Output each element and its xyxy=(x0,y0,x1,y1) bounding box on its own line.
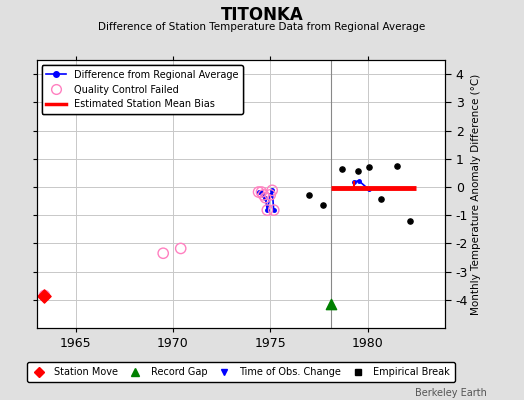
Quality Control Failed xyxy=(263,207,271,213)
Point xyxy=(365,164,374,170)
Quality Control Failed xyxy=(159,250,167,256)
Difference from Regional Average xyxy=(260,192,267,197)
Estimated Station Mean Bias xyxy=(328,186,334,191)
Difference from Regional Average xyxy=(258,190,265,194)
Estimated Station Mean Bias xyxy=(413,186,419,191)
Legend: Difference from Regional Average, Quality Control Failed, Estimated Station Mean: Difference from Regional Average, Qualit… xyxy=(41,65,243,114)
Point xyxy=(377,196,385,202)
Point xyxy=(305,192,313,198)
Difference from Regional Average xyxy=(267,192,274,197)
Y-axis label: Monthly Temperature Anomaly Difference (°C): Monthly Temperature Anomaly Difference (… xyxy=(471,73,481,315)
Difference from Regional Average xyxy=(255,190,261,194)
Text: Berkeley Earth: Berkeley Earth xyxy=(416,388,487,398)
Point xyxy=(326,301,335,307)
Point xyxy=(392,162,401,169)
Point xyxy=(406,218,414,224)
Difference from Regional Average xyxy=(269,188,275,193)
Quality Control Failed xyxy=(266,192,275,198)
Difference from Regional Average xyxy=(264,208,270,212)
Point xyxy=(319,202,327,208)
Text: TITONKA: TITONKA xyxy=(221,6,303,24)
Quality Control Failed xyxy=(40,292,49,299)
Legend: Station Move, Record Gap, Time of Obs. Change, Empirical Break: Station Move, Record Gap, Time of Obs. C… xyxy=(27,362,455,382)
Quality Control Failed xyxy=(269,207,278,213)
Quality Control Failed xyxy=(268,187,276,194)
Quality Control Failed xyxy=(257,189,266,195)
Line: Difference from Regional Average: Difference from Regional Average xyxy=(257,188,276,212)
Point xyxy=(354,168,362,175)
Difference from Regional Average xyxy=(262,195,268,200)
Difference from Regional Average xyxy=(270,208,277,212)
Quality Control Failed xyxy=(261,194,269,201)
Point xyxy=(338,166,346,173)
Point xyxy=(40,292,49,299)
Quality Control Failed xyxy=(259,192,268,198)
Text: Difference of Station Temperature Data from Regional Average: Difference of Station Temperature Data f… xyxy=(99,22,425,32)
Quality Control Failed xyxy=(177,245,185,252)
Quality Control Failed xyxy=(254,189,263,195)
